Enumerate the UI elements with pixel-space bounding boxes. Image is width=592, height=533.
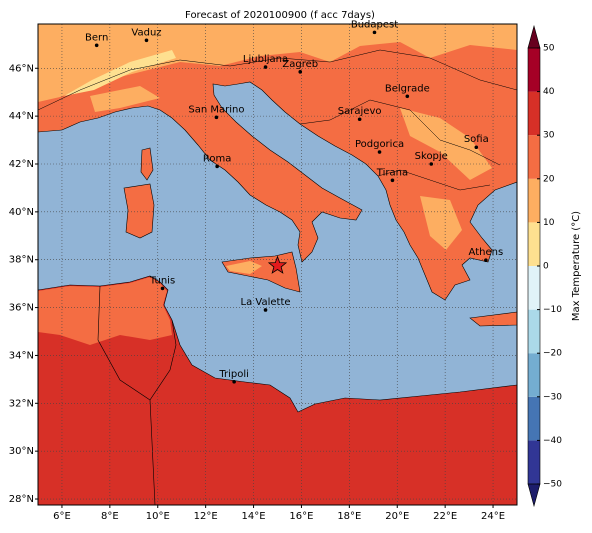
colorbar-band <box>528 396 540 441</box>
colorbar-band <box>528 440 540 484</box>
y-tick-label: 46°N <box>9 63 34 74</box>
land-warm <box>38 277 172 345</box>
colorbar-band <box>528 48 540 92</box>
city-label: Tunis <box>149 275 175 286</box>
map <box>38 24 517 505</box>
city-dot <box>372 30 377 35</box>
city-label: Ljubljana <box>243 54 288 65</box>
city-dot <box>390 178 395 183</box>
colorbar-tick-label: 50 <box>543 44 555 54</box>
colorbar-band <box>528 178 540 223</box>
x-tick-label: 18°E <box>337 511 361 522</box>
city-dot <box>160 286 165 291</box>
city-dot <box>263 65 268 69</box>
city-dot <box>215 164 219 169</box>
city-dot <box>357 117 362 122</box>
x-tick-label: 14°E <box>242 511 266 522</box>
event-marker <box>267 255 288 274</box>
colorbar-tick-label: −30 <box>543 392 562 402</box>
city-dot <box>298 70 303 74</box>
city-label: Zagreb <box>282 59 318 70</box>
colorbar-under <box>527 483 541 508</box>
city-dot <box>429 162 434 166</box>
colorbar-tick-label: −40 <box>543 436 562 446</box>
x-tick-label: 16°E <box>289 511 313 522</box>
city-label: Sarajevo <box>338 106 382 117</box>
city-label: Tirana <box>376 167 408 178</box>
city-label: Belgrade <box>385 83 430 94</box>
colorbar-over <box>527 24 541 49</box>
colorbar-band <box>528 266 540 310</box>
colorbar-tick-label: 0 <box>543 262 549 272</box>
colorbar-tick-label: 30 <box>543 131 555 141</box>
y-tick-label: 30°N <box>9 446 34 457</box>
y-tick-label: 34°N <box>9 350 34 361</box>
y-tick-label: 40°N <box>9 207 34 218</box>
city-label: Vaduz <box>131 27 161 38</box>
title: Forecast of 2020100900 (f acc 7days) <box>185 10 375 21</box>
city-dot <box>484 258 488 262</box>
y-tick-label: 38°N <box>9 255 34 266</box>
city-dot <box>94 43 99 48</box>
colorbar-tick-label: −10 <box>543 305 562 315</box>
city-dot <box>405 94 410 99</box>
land-cool <box>226 261 262 274</box>
border <box>38 49 517 191</box>
colorbar-band <box>528 91 540 136</box>
x-tick-label: 22°E <box>433 511 457 522</box>
x-tick-label: 8°E <box>101 511 119 522</box>
sicily <box>221 251 301 293</box>
city-dot <box>263 308 268 312</box>
colorbar-band <box>528 309 540 354</box>
map-frame <box>37 23 518 506</box>
crete <box>469 311 517 327</box>
city-dot <box>232 379 236 384</box>
y-tick-label: 36°N <box>9 303 34 314</box>
city-dot <box>377 150 382 154</box>
city-dot <box>474 145 479 150</box>
colorbar-band <box>528 353 540 397</box>
border <box>97 285 177 505</box>
land-cool <box>400 108 492 180</box>
city-label: Podgorica <box>355 139 404 150</box>
x-tick-label: 24°E <box>481 511 505 522</box>
city-label: Roma <box>203 153 232 164</box>
colorbar-tick-label: 10 <box>543 218 555 228</box>
y-tick-label: 28°N <box>9 494 34 505</box>
x-tick-label: 10°E <box>146 511 170 522</box>
x-tick-label: 12°E <box>194 511 218 522</box>
city-label: Budapest <box>351 19 398 30</box>
land-cold <box>64 50 176 96</box>
city-dot <box>214 115 219 120</box>
city-label: Athens <box>469 247 504 258</box>
colorbar-tick-label: 20 <box>543 174 555 184</box>
colorbar-tick-label: 40 <box>543 87 555 97</box>
y-tick-label: 32°N <box>9 398 34 409</box>
y-tick-label: 44°N <box>9 111 34 122</box>
city-label: Tripoli <box>218 369 249 380</box>
colorbar-tick-label: −20 <box>543 349 562 359</box>
x-tick-label: 6°E <box>53 511 71 522</box>
y-tick-label: 42°N <box>9 159 34 170</box>
city-label: Sofia <box>464 134 489 145</box>
colorbar-tick-label: −50 <box>543 480 562 490</box>
colorbar-band <box>528 135 540 179</box>
land-cool <box>90 86 160 112</box>
land-cool <box>420 196 462 250</box>
colorbar-band <box>528 222 540 266</box>
city-label: La Valette <box>241 297 291 308</box>
colorbar-label: Max Temperature (°C) <box>571 211 582 321</box>
sardinia <box>123 183 155 239</box>
city-label: Bern <box>85 32 108 43</box>
city-label: San Marino <box>188 104 244 115</box>
city-dot <box>144 38 149 43</box>
city-label: Skopje <box>415 151 448 162</box>
land-cool <box>38 24 517 102</box>
x-tick-label: 20°E <box>385 511 409 522</box>
